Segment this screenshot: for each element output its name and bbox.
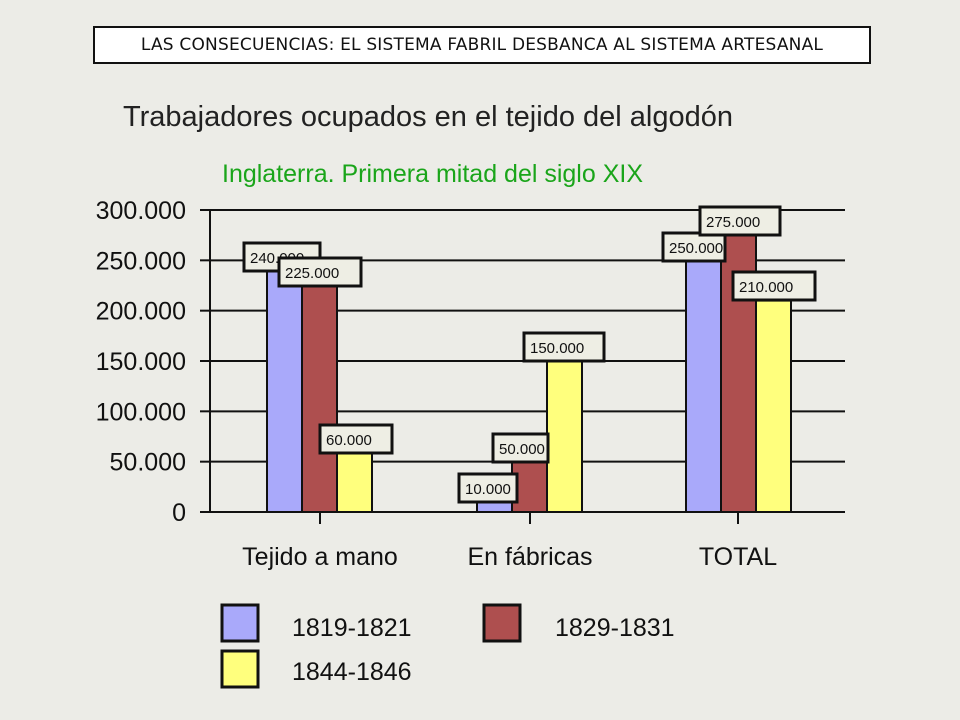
data-label-text: 50.000 xyxy=(499,441,545,458)
legend-swatch xyxy=(220,649,260,689)
data-label-box xyxy=(661,231,727,263)
bar xyxy=(685,259,722,514)
data-label-text: 150.000 xyxy=(530,340,584,357)
x-tick-label: TOTAL xyxy=(699,543,777,571)
data-label: 225.000 xyxy=(277,256,363,288)
legend-label: 1819-1821 xyxy=(292,614,412,642)
y-tick-label: 200.000 xyxy=(96,298,186,326)
data-label-box xyxy=(277,256,363,288)
data-label-text: 210.000 xyxy=(739,279,793,296)
y-tick-label: 150.000 xyxy=(96,348,186,376)
data-label: 60.000 xyxy=(318,423,394,455)
x-tick-label: En fábricas xyxy=(467,543,592,571)
bar xyxy=(546,360,583,513)
bar xyxy=(301,284,338,513)
y-tick-label: 250.000 xyxy=(96,247,186,275)
legend: 1819-1821 1829-1831 1844-1846 xyxy=(220,603,675,689)
slide-title: LAS CONSECUENCIAS: EL SISTEMA FABRIL DES… xyxy=(93,26,871,64)
bars xyxy=(266,234,792,514)
data-label-box xyxy=(318,423,394,455)
data-label-text: 275.000 xyxy=(706,214,760,231)
data-label: 50.000 xyxy=(491,432,550,464)
legend-label: 1829-1831 xyxy=(555,614,675,642)
legend-swatch xyxy=(220,603,260,643)
data-label-box xyxy=(522,331,606,363)
data-label: 10.000 xyxy=(457,472,519,504)
legend-swatch xyxy=(482,603,522,643)
x-tick-label: Tejido a mano xyxy=(242,543,398,571)
data-label-text: 60.000 xyxy=(326,432,372,449)
legend-label: 1844-1846 xyxy=(292,658,412,686)
data-label: 275.000 xyxy=(698,205,782,237)
y-tick-label: 50.000 xyxy=(110,449,186,477)
data-labels: 240.000225.00060.00010.00050.000150.0002… xyxy=(242,205,817,504)
data-label-text: 250.000 xyxy=(669,240,723,257)
axes: 0 50.000 100.000 150.000 200.000 250.000 300.0… xyxy=(96,197,845,571)
y-tick-label: 300.000 xyxy=(96,197,186,225)
data-label: 210.000 xyxy=(731,270,817,302)
data-label: 150.000 xyxy=(522,331,606,363)
data-label: 250.000 xyxy=(661,231,727,263)
y-tick-label: 0 xyxy=(172,499,186,527)
bar xyxy=(755,299,792,513)
chart-title: Trabajadores ocupados en el tejido del a… xyxy=(123,101,733,133)
data-label-box xyxy=(698,205,782,237)
data-label-text: 10.000 xyxy=(465,481,511,498)
bar xyxy=(336,450,373,514)
y-tick-label: 100.000 xyxy=(96,398,186,426)
data-label-box xyxy=(457,472,519,504)
data-label-text: 225.000 xyxy=(285,265,339,282)
data-label-box xyxy=(731,270,817,302)
bar xyxy=(266,269,303,513)
data-label-box xyxy=(491,432,550,464)
chart-subtitle: Inglaterra. Primera mitad del siglo XIX xyxy=(222,160,643,188)
